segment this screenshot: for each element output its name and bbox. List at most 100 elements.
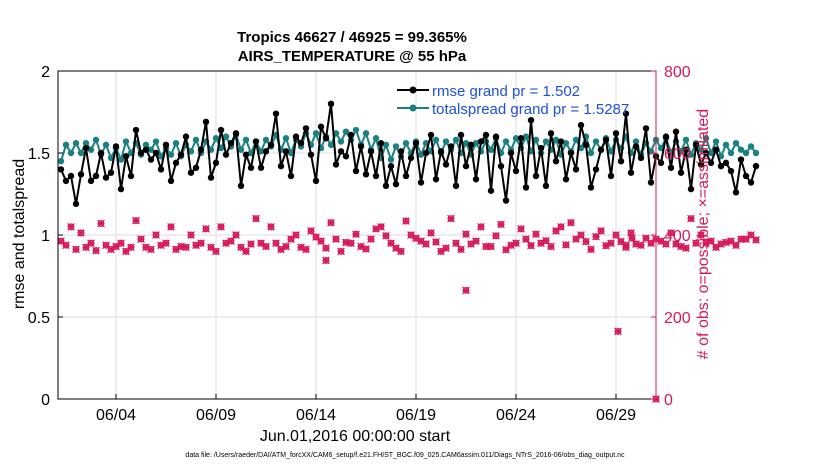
rmse-point (722, 159, 730, 167)
obs-assimilated-point (122, 247, 130, 256)
obs-assimilated-point (347, 239, 355, 248)
rmse-point (367, 148, 375, 155)
obs-assimilated-point (547, 242, 555, 251)
y-right-tick-label: 800 (664, 64, 691, 81)
rmse-point (712, 146, 720, 153)
rmse-point (702, 149, 710, 157)
rmse-point (112, 143, 120, 150)
obs-assimilated-point (607, 239, 615, 248)
rmse-point (462, 162, 470, 170)
rmse-point (67, 172, 75, 180)
rmse-point (417, 179, 425, 186)
rmse-point (387, 162, 395, 170)
legend: rmse grand pr = 1.502 totalspread grand … (397, 83, 629, 118)
rmse-point (547, 130, 555, 137)
obs-assimilated-point (317, 237, 325, 246)
rmse-point (162, 141, 170, 148)
spread-point (752, 149, 760, 157)
y-left-tick-label: 0 (41, 392, 50, 409)
rmse-point (522, 184, 530, 191)
obs-assimilated-point (577, 231, 585, 239)
obs-assimilated-point (332, 235, 340, 243)
spread-point (142, 141, 150, 148)
spread-point (282, 135, 290, 142)
y-axis-left-label: rmse and totalspread (11, 159, 28, 309)
rmse-point (167, 177, 175, 185)
obs-assimilated-point (582, 237, 590, 246)
spread-point (342, 128, 350, 135)
obs-assimilated-point (147, 245, 155, 254)
obs-assimilated-point (352, 230, 360, 239)
spread-point (502, 138, 510, 145)
spread-point (327, 141, 335, 148)
obs-assimilated-point (167, 222, 175, 231)
obs-assimilated-point (697, 231, 705, 239)
rmse-point (212, 159, 220, 167)
obs-assimilated-point (327, 218, 335, 227)
rmse-point (287, 172, 295, 180)
rmse-point (592, 166, 600, 173)
legend-rmse-marker (409, 86, 417, 94)
spread-point (387, 156, 395, 163)
spread-point (712, 138, 720, 145)
obs-assimilated-point (687, 214, 695, 223)
rmse-point (452, 182, 460, 189)
rmse-point (302, 125, 310, 132)
spread-point (352, 126, 360, 134)
spread-point (167, 151, 175, 158)
spread-point (572, 136, 580, 144)
spread-point (312, 130, 320, 137)
rmse-point (442, 161, 450, 168)
rmse-point (87, 177, 95, 185)
obs-assimilated-point (427, 229, 435, 237)
obs-assimilated-point (502, 245, 510, 254)
rmse-point (117, 185, 125, 193)
spread-point (67, 149, 75, 157)
rmse-point (107, 169, 115, 176)
spread-point (487, 146, 495, 153)
rmse-point (557, 138, 565, 145)
rmse-point (292, 133, 300, 140)
obs-assimilated-point (242, 247, 250, 256)
rmse-point (62, 177, 70, 185)
obs-assimilated-point (417, 237, 425, 246)
spread-point (402, 139, 410, 147)
rmse-point (582, 141, 590, 148)
spread-point (122, 138, 130, 145)
rmse-point (342, 153, 350, 160)
obs-assimilated-point (457, 245, 465, 254)
rmse-point (467, 141, 475, 148)
spread-point (542, 138, 550, 145)
rmse-point (622, 110, 630, 117)
rmse-point (232, 130, 240, 137)
rmse-point (132, 126, 140, 134)
rmse-point (327, 100, 335, 108)
rmse-point (597, 146, 605, 153)
obs-assimilated-point (712, 243, 720, 252)
obs-assimilated-point (232, 231, 240, 239)
obs-assimilated-point (272, 239, 280, 248)
rmse-point (282, 148, 290, 155)
obs-assimilated-point (187, 231, 195, 239)
spread-point (92, 136, 100, 144)
rmse-point (562, 176, 570, 183)
spread-point (592, 138, 600, 145)
y-right-tick-label: 0 (664, 392, 673, 409)
rmse-point (742, 172, 750, 180)
rmse-spread-series (57, 100, 760, 208)
rmse-point (317, 123, 325, 130)
obs-assimilated-point (682, 244, 690, 252)
y-axis-right-label: # of obs: o=possible; ×=assimilated (695, 109, 712, 359)
obs-assimilated-point (92, 246, 100, 255)
chart-title-line1: Tropics 46627 / 46925 = 99.365% (237, 29, 467, 46)
rmse-point (77, 171, 85, 178)
obs-assimilated-point (527, 241, 535, 250)
rmse-point (672, 128, 680, 135)
rmse-point (537, 144, 545, 152)
obs-assimilated-point (622, 241, 630, 250)
rmse-point (477, 138, 485, 145)
rmse-point (737, 156, 745, 163)
spread-point (222, 133, 230, 140)
rmse-point (532, 172, 540, 180)
obs-assimilated-point (662, 240, 670, 248)
